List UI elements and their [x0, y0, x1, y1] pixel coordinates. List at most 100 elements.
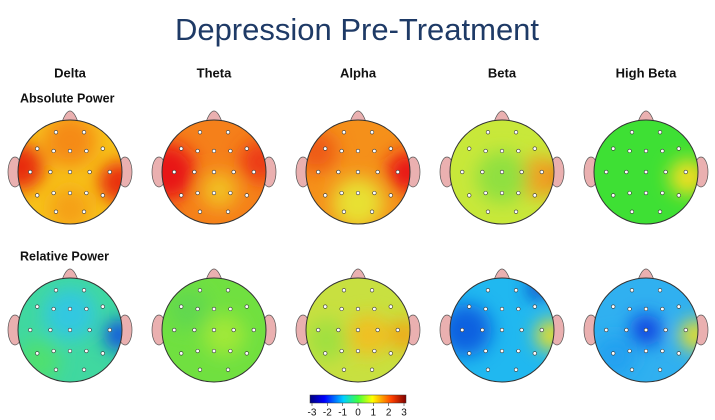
electrode [197, 130, 203, 135]
electrode [660, 306, 665, 312]
electrode [211, 348, 217, 354]
electrode [627, 190, 632, 196]
electrode [225, 367, 231, 372]
electrode [532, 146, 537, 151]
map-blob [49, 187, 91, 224]
electrode [316, 169, 321, 175]
map-blob [44, 288, 96, 341]
topomap [18, 278, 122, 382]
electrode [513, 367, 519, 372]
electrode [339, 306, 344, 312]
head [151, 110, 277, 225]
electrode [355, 348, 361, 354]
electrode [395, 169, 400, 175]
electrode [228, 148, 233, 154]
band-label: Beta [488, 65, 517, 80]
head [439, 268, 565, 383]
electrode [341, 288, 347, 293]
electrode [195, 348, 200, 354]
electrode [499, 169, 505, 175]
scalp [17, 277, 123, 383]
scalp [593, 119, 699, 225]
electrode [499, 306, 505, 312]
map-blob [98, 161, 122, 204]
scalp [17, 119, 123, 225]
electrode [100, 193, 105, 198]
colorbar-tick-label: 0 [355, 408, 361, 419]
scalp [593, 277, 699, 383]
electrode [372, 148, 377, 154]
electrode [251, 327, 256, 333]
electrode [663, 327, 668, 333]
electrode [84, 148, 89, 154]
electrode [460, 169, 465, 175]
head [7, 110, 133, 225]
electrode [67, 327, 73, 333]
electrode [388, 304, 393, 309]
electrode [627, 348, 632, 354]
head [439, 110, 565, 225]
electrode [67, 306, 73, 312]
electrode [179, 351, 184, 356]
electrode [28, 327, 33, 333]
electrode [231, 169, 236, 175]
head [151, 268, 277, 383]
band-label: Alpha [340, 65, 377, 80]
map-blob [167, 288, 209, 331]
electrode [483, 148, 488, 154]
electrode [48, 327, 53, 333]
electrode [51, 348, 56, 354]
map-blob [476, 151, 528, 204]
electrode [532, 351, 537, 356]
map-blob [44, 120, 96, 167]
electrode [225, 288, 231, 293]
electrode [660, 348, 665, 354]
electrode [339, 190, 344, 196]
electrode [179, 146, 184, 151]
electrode [355, 306, 361, 312]
electrode [251, 169, 256, 175]
electrode [100, 351, 105, 356]
electrode [67, 348, 73, 354]
electrode [485, 367, 491, 372]
colorbar [309, 394, 407, 404]
electrode [627, 306, 632, 312]
row-label: Absolute Power [20, 91, 115, 105]
electrode [516, 348, 521, 354]
electrode [228, 190, 233, 196]
electrode [355, 327, 361, 333]
electrode [323, 193, 328, 198]
electrode [228, 348, 233, 354]
electrode [195, 306, 200, 312]
electrode [355, 169, 361, 175]
head [583, 110, 709, 225]
electrode [84, 306, 89, 312]
electrode [375, 169, 380, 175]
electrode [369, 367, 375, 372]
electrode [369, 209, 375, 214]
electrode [195, 148, 200, 154]
map-blob [450, 304, 492, 356]
map-blobs [476, 151, 554, 204]
electrode [51, 306, 56, 312]
electrode [604, 169, 609, 175]
electrode [395, 327, 400, 333]
head [583, 268, 709, 383]
scalp [305, 277, 411, 383]
electrode [211, 148, 217, 154]
electrode [629, 367, 635, 372]
electrode [485, 209, 491, 214]
electrode [336, 169, 341, 175]
electrode [211, 169, 217, 175]
electrode [244, 146, 249, 151]
electrode [499, 348, 505, 354]
electrode [539, 327, 544, 333]
electrode [676, 146, 681, 151]
electrode [485, 130, 491, 135]
electrode [683, 169, 688, 175]
electrode [35, 193, 40, 198]
electrode [660, 148, 665, 154]
topomap [594, 278, 698, 382]
electrode [197, 288, 203, 293]
electrode [67, 148, 73, 154]
